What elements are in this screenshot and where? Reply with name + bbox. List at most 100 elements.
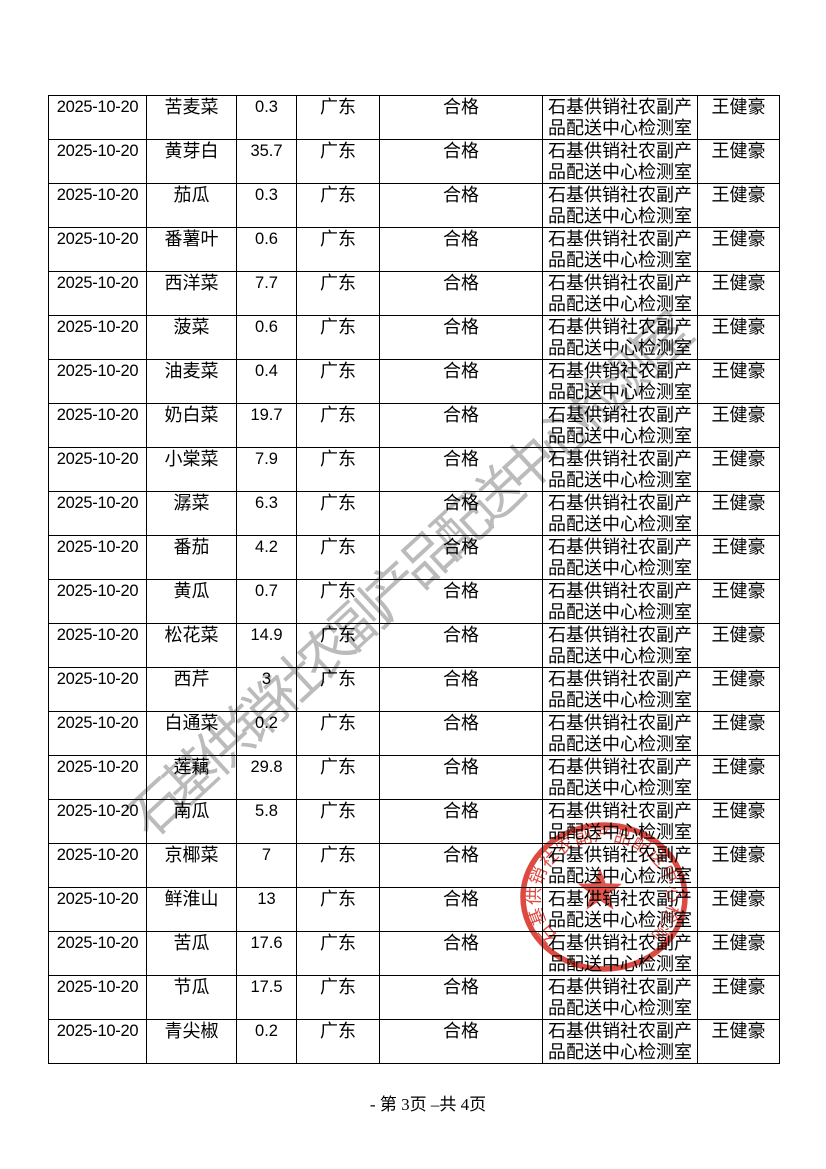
cell-result: 合格 xyxy=(379,183,543,228)
table-row: 2025-10-20 奶白菜 19.7 广东 合格 石基供销社农副产品配送中心检测室 王健豪 xyxy=(48,403,780,448)
cell-date: 2025-10-20 xyxy=(48,1019,147,1064)
cell-inspector: 王健豪 xyxy=(697,227,780,272)
cell-value: 0.2 xyxy=(236,711,297,756)
cell-inspector: 王健豪 xyxy=(697,315,780,360)
cell-date: 2025-10-20 xyxy=(48,271,147,316)
cell-product: 油麦菜 xyxy=(146,359,237,404)
cell-result: 合格 xyxy=(379,403,543,448)
cell-inspector: 王健豪 xyxy=(697,491,780,536)
cell-origin: 广东 xyxy=(296,491,380,536)
cell-inspector: 王健豪 xyxy=(697,931,780,976)
cell-origin: 广东 xyxy=(296,403,380,448)
cell-product: 青尖椒 xyxy=(146,1019,237,1064)
cell-lab: 石基供销社农副产品配送中心检测室 xyxy=(542,623,698,668)
cell-result: 合格 xyxy=(379,975,543,1020)
cell-value: 0.3 xyxy=(236,95,297,140)
cell-inspector: 王健豪 xyxy=(697,359,780,404)
table-row: 2025-10-20 黄瓜 0.7 广东 合格 石基供销社农副产品配送中心检测室 王健豪 xyxy=(48,579,780,624)
table-row: 2025-10-20 青尖椒 0.2 广东 合格 石基供销社农副产品配送中心检测室 王健豪 xyxy=(48,1019,780,1064)
cell-lab: 石基供销社农副产品配送中心检测室 xyxy=(542,491,698,536)
table-row: 2025-10-20 苦瓜 17.6 广东 合格 石基供销社农副产品配送中心检测室 王健豪 xyxy=(48,931,780,976)
table-row: 2025-10-20 西芹 3 广东 合格 石基供销社农副产品配送中心检测室 王健豪 xyxy=(48,667,780,712)
cell-value: 29.8 xyxy=(236,755,297,800)
cell-product: 苦瓜 xyxy=(146,931,237,976)
cell-result: 合格 xyxy=(379,271,543,316)
cell-lab: 石基供销社农副产品配送中心检测室 xyxy=(542,183,698,228)
cell-lab: 石基供销社农副产品配送中心检测室 xyxy=(542,271,698,316)
cell-origin: 广东 xyxy=(296,95,380,140)
cell-lab: 石基供销社农副产品配送中心检测室 xyxy=(542,95,698,140)
cell-date: 2025-10-20 xyxy=(48,315,147,360)
cell-date: 2025-10-20 xyxy=(48,931,147,976)
cell-product: 西芹 xyxy=(146,667,237,712)
cell-lab: 石基供销社农副产品配送中心检测室 xyxy=(542,227,698,272)
cell-value: 0.2 xyxy=(236,1019,297,1064)
cell-lab: 石基供销社农副产品配送中心检测室 xyxy=(542,579,698,624)
cell-lab: 石基供销社农副产品配送中心检测室 xyxy=(542,887,698,932)
cell-lab: 石基供销社农副产品配送中心检测室 xyxy=(542,315,698,360)
cell-product: 番薯叶 xyxy=(146,227,237,272)
cell-origin: 广东 xyxy=(296,755,380,800)
cell-lab: 石基供销社农副产品配送中心检测室 xyxy=(542,139,698,184)
cell-origin: 广东 xyxy=(296,315,380,360)
cell-lab: 石基供销社农副产品配送中心检测室 xyxy=(542,359,698,404)
cell-origin: 广东 xyxy=(296,359,380,404)
cell-result: 合格 xyxy=(379,711,543,756)
inspection-table: 2025-10-20 苦麦菜 0.3 广东 合格 石基供销社农副产品配送中心检测室 王健豪 2… xyxy=(48,95,780,1064)
table-row: 2025-10-20 南瓜 5.8 广东 合格 石基供销社农副产品配送中心检测室 王健豪 xyxy=(48,799,780,844)
table-row: 2025-10-20 小棠菜 7.9 广东 合格 石基供销社农副产品配送中心检测室 王健豪 xyxy=(48,447,780,492)
cell-date: 2025-10-20 xyxy=(48,359,147,404)
cell-origin: 广东 xyxy=(296,843,380,888)
cell-origin: 广东 xyxy=(296,227,380,272)
cell-inspector: 王健豪 xyxy=(697,887,780,932)
cell-value: 13 xyxy=(236,887,297,932)
table-row: 2025-10-20 节瓜 17.5 广东 合格 石基供销社农副产品配送中心检测室 王健豪 xyxy=(48,975,780,1020)
cell-value: 17.6 xyxy=(236,931,297,976)
cell-result: 合格 xyxy=(379,843,543,888)
cell-origin: 广东 xyxy=(296,887,380,932)
cell-origin: 广东 xyxy=(296,931,380,976)
cell-value: 4.2 xyxy=(236,535,297,580)
cell-value: 3 xyxy=(236,667,297,712)
cell-value: 35.7 xyxy=(236,139,297,184)
cell-value: 0.6 xyxy=(236,227,297,272)
table-row: 2025-10-20 潺菜 6.3 广东 合格 石基供销社农副产品配送中心检测室 王健豪 xyxy=(48,491,780,536)
cell-product: 黄瓜 xyxy=(146,579,237,624)
cell-result: 合格 xyxy=(379,491,543,536)
cell-inspector: 王健豪 xyxy=(697,1019,780,1064)
cell-origin: 广东 xyxy=(296,711,380,756)
cell-inspector: 王健豪 xyxy=(697,271,780,316)
cell-value: 7.7 xyxy=(236,271,297,316)
cell-origin: 广东 xyxy=(296,447,380,492)
cell-result: 合格 xyxy=(379,359,543,404)
cell-date: 2025-10-20 xyxy=(48,183,147,228)
cell-result: 合格 xyxy=(379,579,543,624)
cell-origin: 广东 xyxy=(296,799,380,844)
cell-origin: 广东 xyxy=(296,271,380,316)
cell-date: 2025-10-20 xyxy=(48,887,147,932)
cell-lab: 石基供销社农副产品配送中心检测室 xyxy=(542,535,698,580)
cell-value: 7 xyxy=(236,843,297,888)
cell-value: 5.8 xyxy=(236,799,297,844)
cell-date: 2025-10-20 xyxy=(48,95,147,140)
cell-origin: 广东 xyxy=(296,579,380,624)
cell-date: 2025-10-20 xyxy=(48,535,147,580)
cell-date: 2025-10-20 xyxy=(48,975,147,1020)
cell-origin: 广东 xyxy=(296,667,380,712)
table-row: 2025-10-20 西洋菜 7.7 广东 合格 石基供销社农副产品配送中心检测室 王健豪 xyxy=(48,271,780,316)
cell-date: 2025-10-20 xyxy=(48,623,147,668)
cell-result: 合格 xyxy=(379,535,543,580)
cell-value: 17.5 xyxy=(236,975,297,1020)
cell-result: 合格 xyxy=(379,667,543,712)
cell-value: 7.9 xyxy=(236,447,297,492)
cell-inspector: 王健豪 xyxy=(697,403,780,448)
table-row: 2025-10-20 京椰菜 7 广东 合格 石基供销社农副产品配送中心检测室 王健豪 xyxy=(48,843,780,888)
cell-product: 莲藕 xyxy=(146,755,237,800)
cell-result: 合格 xyxy=(379,447,543,492)
cell-inspector: 王健豪 xyxy=(697,667,780,712)
cell-inspector: 王健豪 xyxy=(697,843,780,888)
cell-inspector: 王健豪 xyxy=(697,755,780,800)
cell-date: 2025-10-20 xyxy=(48,843,147,888)
cell-origin: 广东 xyxy=(296,183,380,228)
